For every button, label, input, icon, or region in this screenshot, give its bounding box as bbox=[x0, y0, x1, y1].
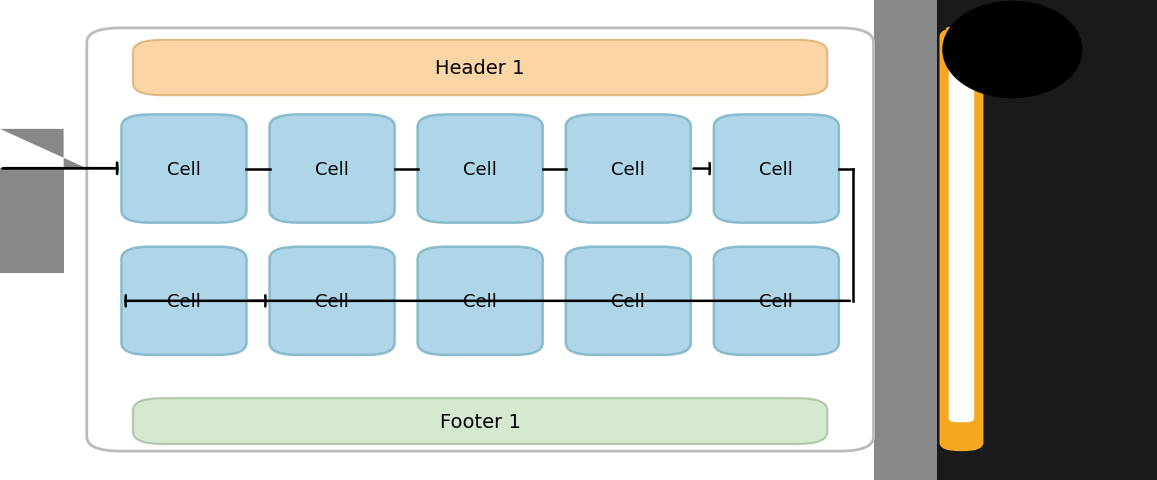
FancyBboxPatch shape bbox=[874, 0, 937, 480]
Text: Cell: Cell bbox=[315, 160, 349, 178]
FancyBboxPatch shape bbox=[714, 247, 839, 355]
FancyBboxPatch shape bbox=[0, 169, 64, 274]
FancyBboxPatch shape bbox=[87, 29, 874, 451]
FancyBboxPatch shape bbox=[418, 115, 543, 223]
Text: Cell: Cell bbox=[463, 292, 498, 310]
Text: Cell: Cell bbox=[315, 292, 349, 310]
Text: Cell: Cell bbox=[759, 292, 794, 310]
Polygon shape bbox=[0, 130, 87, 169]
Text: Cell: Cell bbox=[167, 292, 201, 310]
FancyBboxPatch shape bbox=[121, 247, 246, 355]
Ellipse shape bbox=[943, 2, 1082, 98]
FancyBboxPatch shape bbox=[133, 398, 827, 444]
FancyBboxPatch shape bbox=[937, 0, 1157, 480]
Text: Cell: Cell bbox=[611, 160, 646, 178]
Text: Cell: Cell bbox=[611, 292, 646, 310]
FancyBboxPatch shape bbox=[946, 28, 977, 33]
FancyBboxPatch shape bbox=[946, 35, 977, 39]
FancyBboxPatch shape bbox=[714, 115, 839, 223]
FancyBboxPatch shape bbox=[270, 115, 395, 223]
Text: Cell: Cell bbox=[759, 160, 794, 178]
FancyBboxPatch shape bbox=[121, 115, 246, 223]
Text: Cell: Cell bbox=[463, 160, 498, 178]
FancyBboxPatch shape bbox=[939, 29, 983, 451]
Text: Footer 1: Footer 1 bbox=[440, 412, 521, 431]
FancyBboxPatch shape bbox=[946, 440, 977, 444]
FancyBboxPatch shape bbox=[949, 58, 974, 422]
FancyBboxPatch shape bbox=[566, 115, 691, 223]
FancyBboxPatch shape bbox=[270, 247, 395, 355]
FancyBboxPatch shape bbox=[418, 247, 543, 355]
Text: Header 1: Header 1 bbox=[435, 59, 525, 78]
FancyBboxPatch shape bbox=[946, 445, 977, 450]
FancyBboxPatch shape bbox=[133, 41, 827, 96]
Text: Cell: Cell bbox=[167, 160, 201, 178]
FancyBboxPatch shape bbox=[566, 247, 691, 355]
